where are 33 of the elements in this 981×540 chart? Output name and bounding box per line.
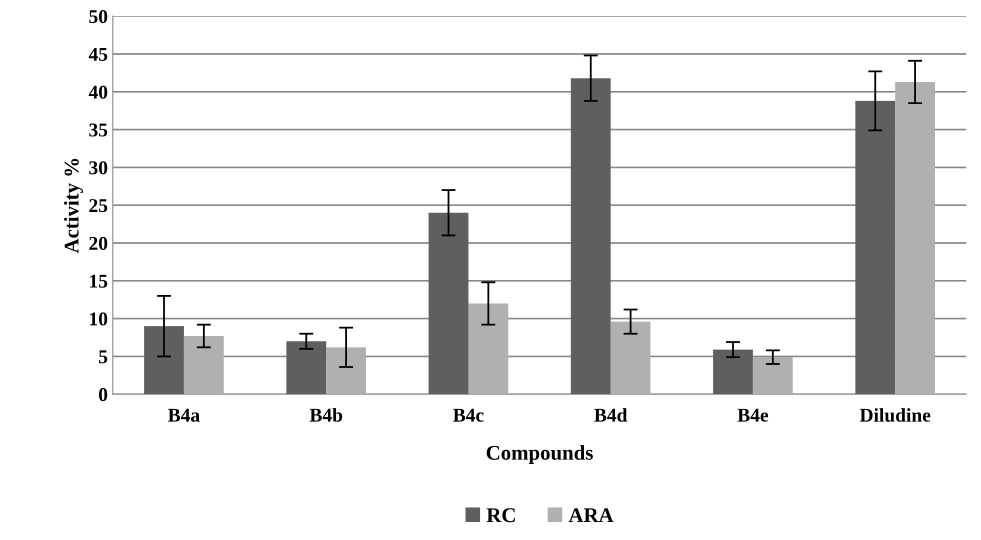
bar: [468, 303, 508, 394]
x-axis-title: Compounds: [486, 445, 593, 464]
bar: [184, 336, 224, 394]
bar: [570, 78, 611, 394]
y-tick-label: 15: [90, 274, 108, 288]
x-tick-label: B4c: [453, 408, 484, 422]
bar: [286, 341, 326, 394]
x-tick-label: B4a: [168, 408, 200, 422]
bar: [326, 347, 366, 394]
bar: [428, 212, 468, 394]
x-tick-label: B4d: [594, 408, 628, 422]
y-tick-label: 35: [89, 123, 108, 137]
bar: [713, 350, 753, 394]
legend-label: ARA: [568, 508, 614, 522]
y-tick-label: 10: [90, 312, 108, 326]
bar: [610, 322, 650, 394]
bar: [144, 326, 184, 394]
bar: [895, 82, 935, 394]
bar: [752, 357, 793, 394]
y-tick-label: 50: [89, 10, 108, 24]
y-tick-label: 5: [99, 350, 108, 364]
x-tick-label: Diludine: [860, 408, 930, 422]
y-axis-title: Activity %: [64, 158, 83, 254]
legend-label: RC: [486, 508, 515, 522]
x-tick-label: B4e: [738, 408, 768, 422]
y-tick-label: 45: [88, 48, 108, 61]
x-tick-label: B4b: [310, 408, 342, 422]
y-tick-label: 20: [89, 236, 108, 250]
y-tick-label: 30: [89, 161, 108, 174]
bar: [855, 100, 896, 394]
y-tick-label: 40: [88, 86, 108, 99]
y-tick-label: 0: [98, 388, 108, 402]
y-tick-label: 25: [89, 199, 108, 212]
